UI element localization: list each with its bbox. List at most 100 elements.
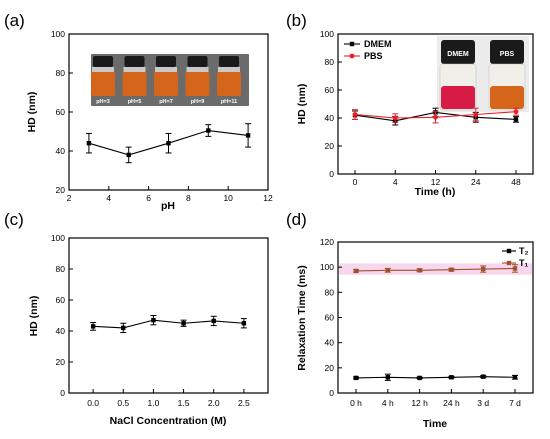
y-tick-label: 80	[325, 57, 335, 67]
x-tick-label: 2	[67, 193, 72, 203]
vial-label: pH=11	[221, 99, 237, 105]
vial-liquid	[217, 72, 241, 96]
vial-cap	[490, 40, 524, 64]
chart-a: 20 40 60 80 100 2 4 6 8 10 12 pH=3 pH=5 pH=7 pH=9 pH=11…	[26, 29, 273, 212]
data-point	[352, 112, 358, 117]
vial-liquid	[185, 72, 210, 96]
inset-vials-photo: pH=3 pH=5 pH=7 pH=9 pH=11	[91, 54, 249, 106]
data-point	[241, 321, 247, 326]
vial-cap	[124, 56, 145, 67]
vial-label: pH=3	[96, 99, 110, 105]
vial-neck	[218, 67, 240, 72]
data-point	[86, 141, 92, 146]
data-point	[449, 375, 454, 380]
y-axis-title: HD (nm)	[296, 84, 308, 125]
y-tick-label: 0	[329, 388, 334, 398]
y-tick-label: 80	[56, 264, 66, 274]
vial-liquid	[441, 86, 475, 109]
data-point	[385, 375, 390, 380]
x-tick-label: 4	[393, 177, 398, 187]
y-tick-label: 20	[56, 357, 66, 367]
y-tick-label: 100	[51, 29, 65, 39]
legend-label: DMEM	[364, 39, 392, 49]
y-axis-title: Relaxation Time (ms)	[296, 265, 308, 370]
data-point	[417, 375, 422, 381]
x-tick-label: 24 h	[443, 398, 460, 408]
vial-cap	[187, 56, 208, 67]
y-tick-label: 60	[56, 107, 66, 117]
y-tick-label: 80	[56, 68, 66, 78]
vial-cap-label: PBS	[500, 51, 515, 58]
legend-label: T₂	[519, 246, 529, 256]
data-point	[392, 115, 398, 121]
vial-cap	[93, 56, 113, 67]
x-axis-title: Time (h)	[415, 186, 456, 198]
vial-cap	[441, 40, 475, 64]
data-point	[166, 141, 171, 146]
y-axis-title: HD (nm)	[26, 92, 38, 133]
y-tick-label: 20	[325, 141, 335, 151]
inset-media-photo: DMEM PBS	[437, 36, 529, 112]
vial-label: pH=5	[128, 99, 142, 105]
x-tick-label: 10	[223, 193, 233, 203]
data-point	[506, 260, 512, 266]
chart-d: 0 20 40 60 80 100 120 0 h 4 h 12 h 24 h 3 d 7 d T₂ T₁ T…	[296, 237, 534, 430]
y-tick-label: 120	[320, 237, 334, 247]
vial-neck	[186, 67, 209, 72]
x-tick-label: 0	[353, 177, 358, 187]
y-tick-label: 40	[56, 146, 66, 156]
chart-c-frame	[68, 237, 269, 394]
x-tick-label: 3 d	[477, 398, 489, 408]
data-point	[512, 266, 518, 271]
chart-c: 0 20 40 60 80 100 0.0 0.5 1.0 1.5 2.0 2.5 NaCl Conce…	[28, 233, 269, 427]
x-tick-label: 1.0	[148, 398, 160, 408]
data-point	[417, 268, 422, 273]
data-point	[126, 152, 131, 158]
y-tick-label: 0	[329, 169, 334, 179]
x-tick-label: 48	[511, 177, 521, 187]
data-point	[206, 128, 211, 133]
x-tick-label: 2.0	[208, 398, 220, 408]
y-tick-label: 100	[51, 233, 65, 243]
x-tick-label: 24	[471, 177, 481, 187]
x-tick-label: 1.5	[178, 398, 190, 408]
x-tick-label: 8	[186, 193, 191, 203]
data-point	[433, 114, 438, 120]
y-tick-label: 40	[325, 338, 335, 348]
data-point	[181, 321, 186, 326]
vial-label: pH=9	[191, 99, 205, 105]
x-tick-label: 0.0	[87, 398, 99, 408]
series-line	[355, 267, 516, 272]
vial-neck	[123, 67, 146, 72]
data-point	[349, 41, 355, 47]
vial-liquid	[91, 72, 115, 96]
x-tick-label: 2.5	[238, 398, 250, 408]
x-tick-label: 12 h	[411, 398, 428, 408]
series-line	[93, 319, 244, 329]
y-tick-label: 40	[56, 326, 66, 336]
y-tick-label: 60	[325, 85, 335, 95]
y-tick-label: 80	[325, 287, 335, 297]
x-axis-title: pH	[161, 200, 175, 212]
x-axis-title: NaCl Concentration (M)	[110, 415, 227, 427]
panel-label-c: (c)	[4, 210, 24, 229]
vial-cap-label: DMEM	[447, 51, 469, 58]
x-tick-label: 7 d	[509, 398, 521, 408]
y-tick-label: 100	[320, 262, 334, 272]
vial-liquid	[154, 72, 178, 96]
x-tick-label: 12	[431, 177, 441, 187]
t1-band	[339, 263, 532, 275]
vial-label: pH=7	[159, 99, 173, 105]
vial-cap	[156, 56, 176, 67]
y-axis-title: HD (nm)	[28, 296, 40, 337]
legend-label: PBS	[364, 51, 383, 61]
x-tick-label: 4	[106, 193, 111, 203]
data-point	[481, 374, 486, 379]
x-tick-label: 6	[146, 193, 151, 203]
series-line	[355, 376, 516, 379]
data-point	[121, 325, 126, 331]
x-tick-label: 4 h	[382, 398, 394, 408]
y-tick-label: 0	[60, 388, 65, 398]
data-point	[449, 267, 454, 272]
panel-label-a: (a)	[4, 11, 25, 30]
